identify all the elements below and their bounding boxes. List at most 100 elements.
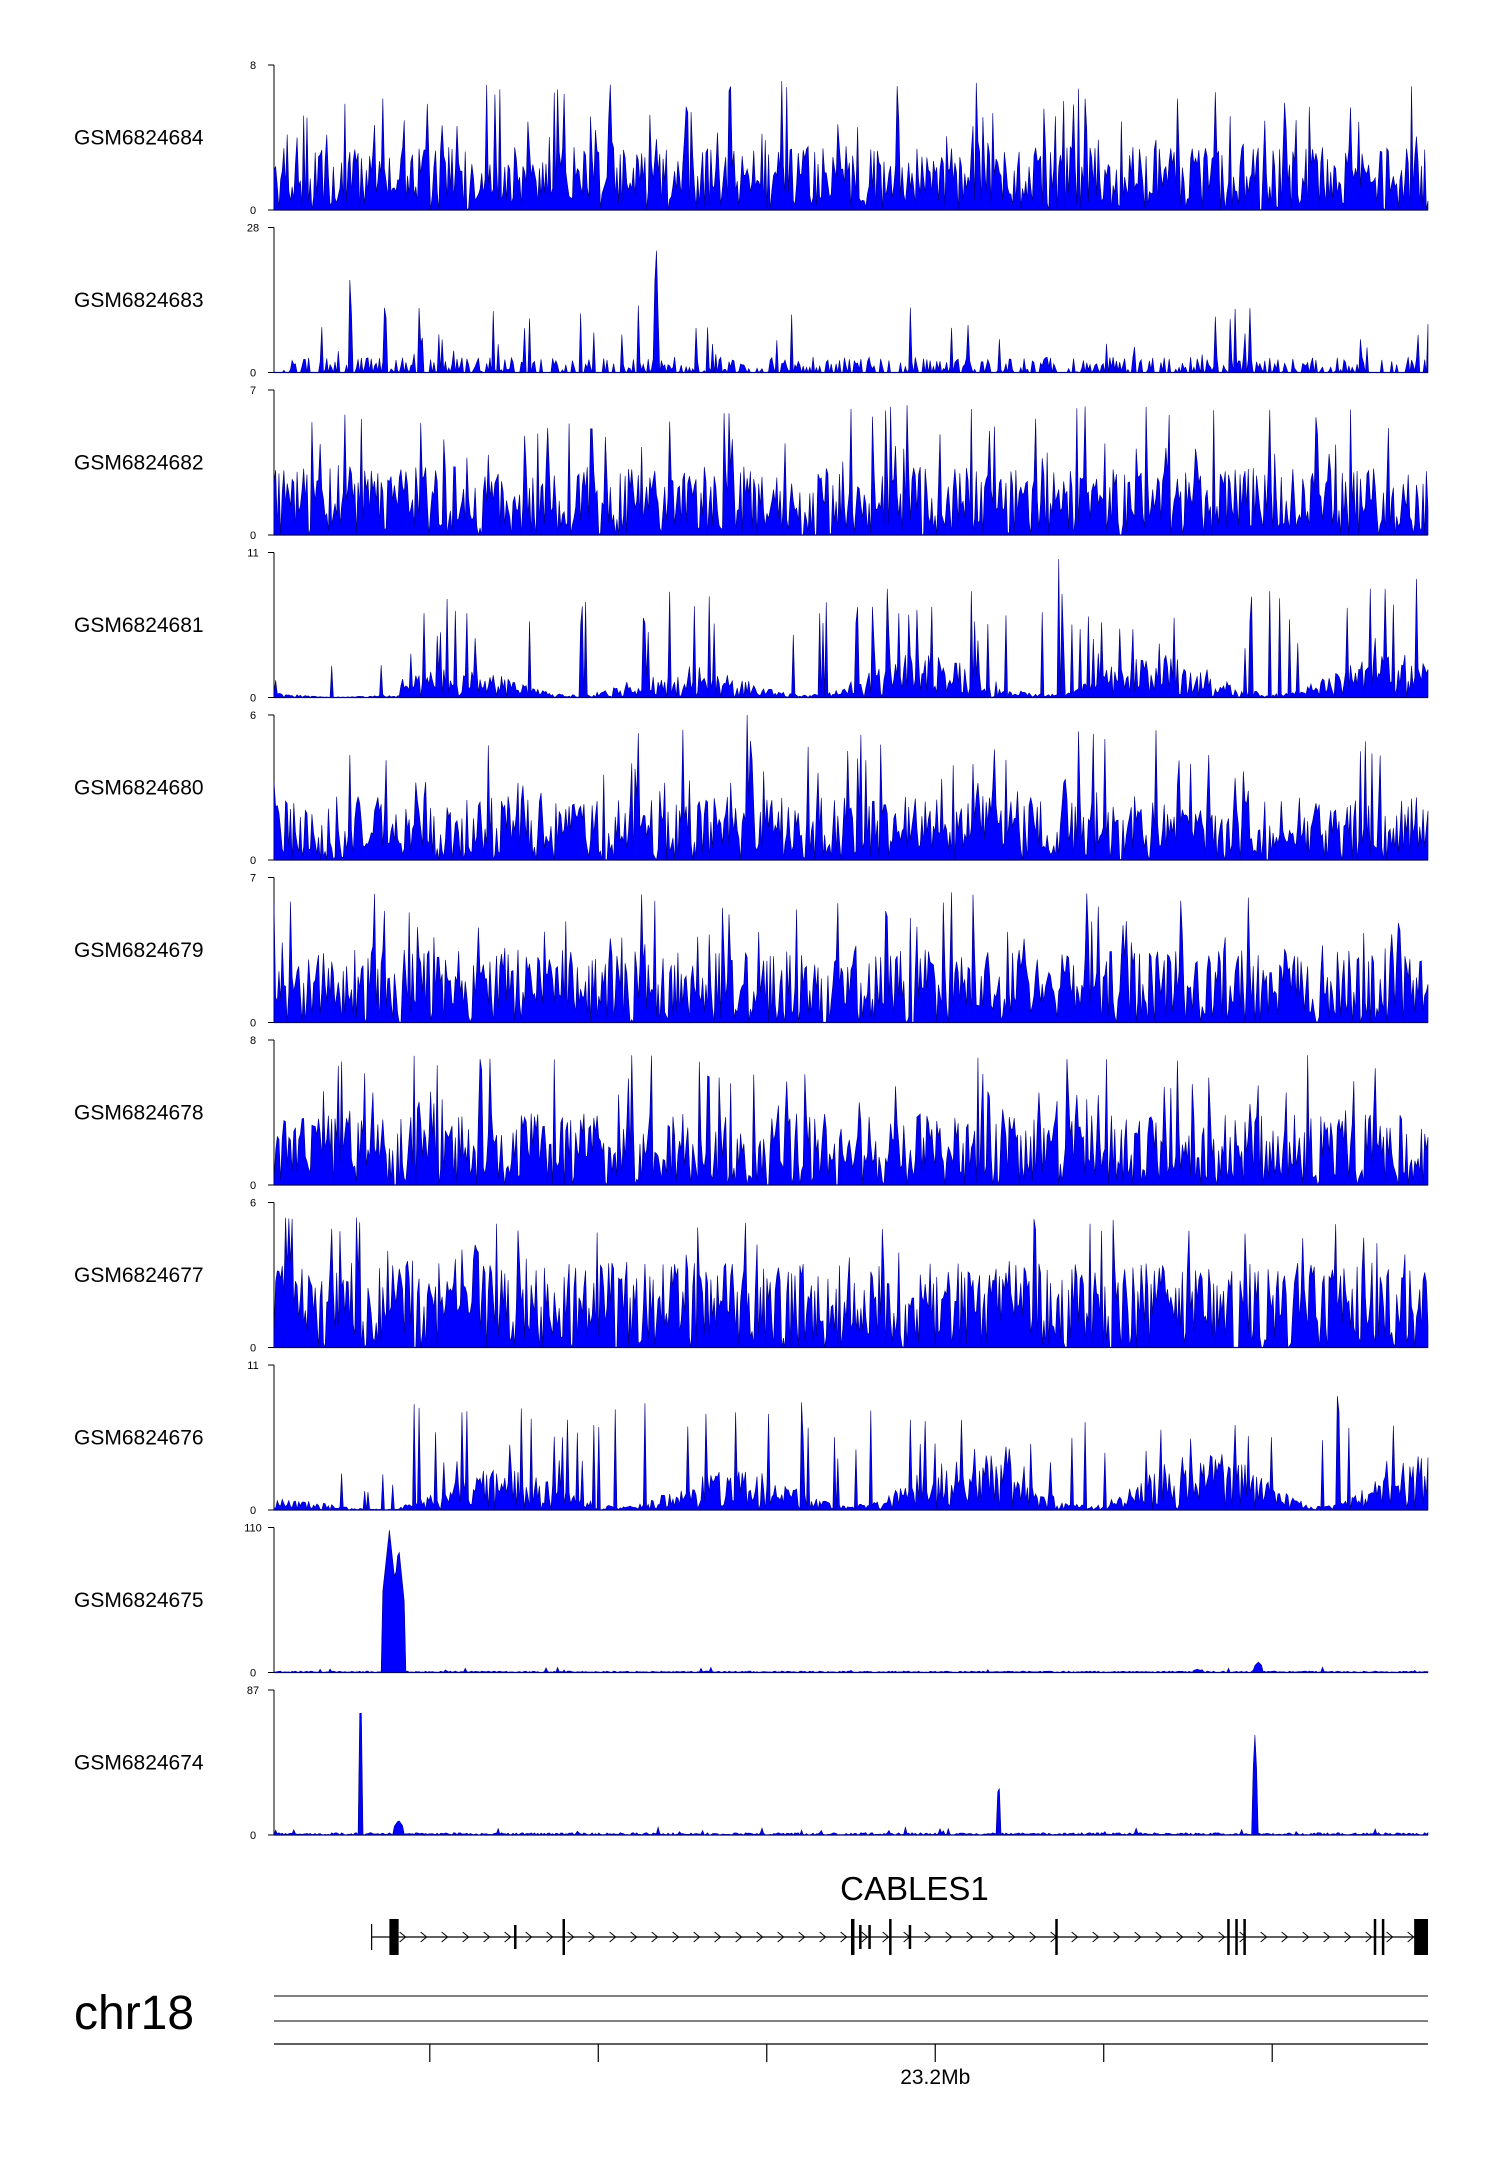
track-label: GSM6824680 bbox=[74, 777, 204, 800]
strand-arrow bbox=[651, 1931, 659, 1943]
track-GSM6824683: GSM6824683 28 0 bbox=[74, 223, 1429, 380]
y-min-label: 0 bbox=[250, 855, 256, 867]
track-label: GSM6824675 bbox=[74, 1589, 204, 1612]
strand-arrow bbox=[714, 1931, 722, 1943]
exon bbox=[1235, 1919, 1238, 1955]
signal-area bbox=[273, 559, 1429, 699]
strand-arrow bbox=[462, 1931, 470, 1943]
strand-arrow bbox=[399, 1931, 407, 1943]
signal-area bbox=[273, 1530, 1429, 1673]
strand-arrow bbox=[1155, 1931, 1163, 1943]
y-min-label: 0 bbox=[250, 1018, 256, 1030]
strand-arrow bbox=[1071, 1931, 1079, 1943]
strand-arrow bbox=[966, 1931, 974, 1943]
strand-arrow bbox=[483, 1931, 491, 1943]
strand-arrow bbox=[1407, 1931, 1415, 1943]
track-GSM6824682: GSM6824682 7 0 bbox=[74, 385, 1429, 542]
track-label: GSM6824674 bbox=[74, 1752, 204, 1775]
exon bbox=[1243, 1919, 1246, 1955]
track-GSM6824681: GSM6824681 11 0 bbox=[74, 548, 1429, 705]
exon bbox=[859, 1925, 862, 1949]
strand-arrow bbox=[1029, 1931, 1037, 1943]
exon bbox=[389, 1919, 399, 1955]
strand-arrow bbox=[504, 1931, 512, 1943]
y-max-label: 110 bbox=[244, 1523, 262, 1535]
strand-arrow bbox=[1113, 1931, 1121, 1943]
strand-arrow bbox=[672, 1931, 680, 1943]
y-min-label: 0 bbox=[250, 205, 256, 217]
strand-arrow bbox=[756, 1931, 764, 1943]
signal-area bbox=[273, 1217, 1429, 1349]
track-GSM6824677: GSM6824677 6 0 bbox=[74, 1198, 1429, 1355]
strand-arrow bbox=[840, 1931, 848, 1943]
strand-arrow bbox=[735, 1931, 743, 1943]
strand-arrow bbox=[630, 1931, 638, 1943]
track-label: GSM6824678 bbox=[74, 1102, 204, 1125]
strand-arrow bbox=[1197, 1931, 1205, 1943]
track-GSM6824680: GSM6824680 6 0 bbox=[74, 710, 1429, 867]
signal-area bbox=[273, 714, 1429, 861]
exon bbox=[1381, 1919, 1385, 1955]
y-max-label: 11 bbox=[247, 548, 258, 560]
strand-arrow bbox=[1365, 1931, 1373, 1943]
strand-arrow bbox=[1260, 1931, 1268, 1943]
track-GSM6824675: GSM6824675 110 0 bbox=[74, 1523, 1429, 1680]
signal-area bbox=[273, 405, 1429, 536]
y-max-label: 11 bbox=[247, 1360, 258, 1372]
signal-area bbox=[273, 892, 1429, 1024]
gene-track: CABLES1 bbox=[371, 1870, 1428, 1955]
track-label: GSM6824677 bbox=[74, 1264, 204, 1287]
signal-area bbox=[273, 1055, 1429, 1187]
track-GSM6824678: GSM6824678 8 0 bbox=[74, 1035, 1429, 1192]
strand-arrow bbox=[1344, 1931, 1352, 1943]
y-min-label: 0 bbox=[250, 530, 256, 542]
strand-arrow bbox=[588, 1931, 596, 1943]
strand-arrow bbox=[861, 1931, 869, 1943]
strand-arrow bbox=[798, 1931, 806, 1943]
y-max-label: 8 bbox=[250, 1035, 256, 1047]
signal-area bbox=[274, 250, 1429, 374]
y-min-label: 0 bbox=[250, 1180, 256, 1192]
y-max-label: 7 bbox=[250, 385, 256, 397]
signal-area bbox=[273, 81, 1429, 211]
track-label: GSM6824676 bbox=[74, 1427, 204, 1450]
strand-arrow bbox=[546, 1931, 554, 1943]
strand-arrow bbox=[609, 1931, 617, 1943]
exon bbox=[868, 1925, 871, 1949]
exon bbox=[562, 1919, 565, 1955]
exon bbox=[1414, 1919, 1428, 1955]
track-label: GSM6824679 bbox=[74, 939, 204, 962]
gene-label: CABLES1 bbox=[840, 1870, 989, 1907]
strand-arrow bbox=[420, 1931, 428, 1943]
strand-arrow bbox=[525, 1931, 533, 1943]
strand-arrow bbox=[1092, 1931, 1100, 1943]
y-max-label: 6 bbox=[250, 710, 256, 722]
track-label: GSM6824681 bbox=[74, 614, 204, 637]
strand-arrow bbox=[1302, 1931, 1310, 1943]
strand-arrow bbox=[945, 1931, 953, 1943]
track-GSM6824684: GSM6824684 8 0 bbox=[74, 60, 1429, 217]
strand-arrow bbox=[1008, 1931, 1016, 1943]
y-max-label: 8 bbox=[250, 60, 256, 72]
genome-tick-label: 23.2Mb bbox=[900, 2066, 970, 2089]
y-min-label: 0 bbox=[250, 1830, 256, 1842]
strand-arrow bbox=[1176, 1931, 1184, 1943]
strand-arrow bbox=[1281, 1931, 1289, 1943]
signal-area bbox=[273, 1713, 1429, 1836]
strand-arrow bbox=[693, 1931, 701, 1943]
strand-arrow bbox=[819, 1931, 827, 1943]
strand-arrow bbox=[924, 1931, 932, 1943]
y-min-label: 0 bbox=[250, 368, 256, 380]
exon bbox=[908, 1925, 912, 1949]
signal-area bbox=[273, 1396, 1429, 1511]
track-GSM6824679: GSM6824679 7 0 bbox=[74, 873, 1429, 1030]
y-max-label: 6 bbox=[250, 1198, 256, 1210]
y-max-label: 87 bbox=[247, 1685, 259, 1697]
track-GSM6824676: GSM6824676 11 0 bbox=[74, 1360, 1429, 1517]
signal-tracks: GSM682468480GSM6824683280GSM682468270GSM… bbox=[74, 60, 1429, 1842]
track-label: GSM6824683 bbox=[74, 289, 204, 312]
strand-arrow bbox=[777, 1931, 785, 1943]
track-label: GSM6824682 bbox=[74, 452, 204, 475]
y-max-label: 28 bbox=[247, 223, 259, 235]
